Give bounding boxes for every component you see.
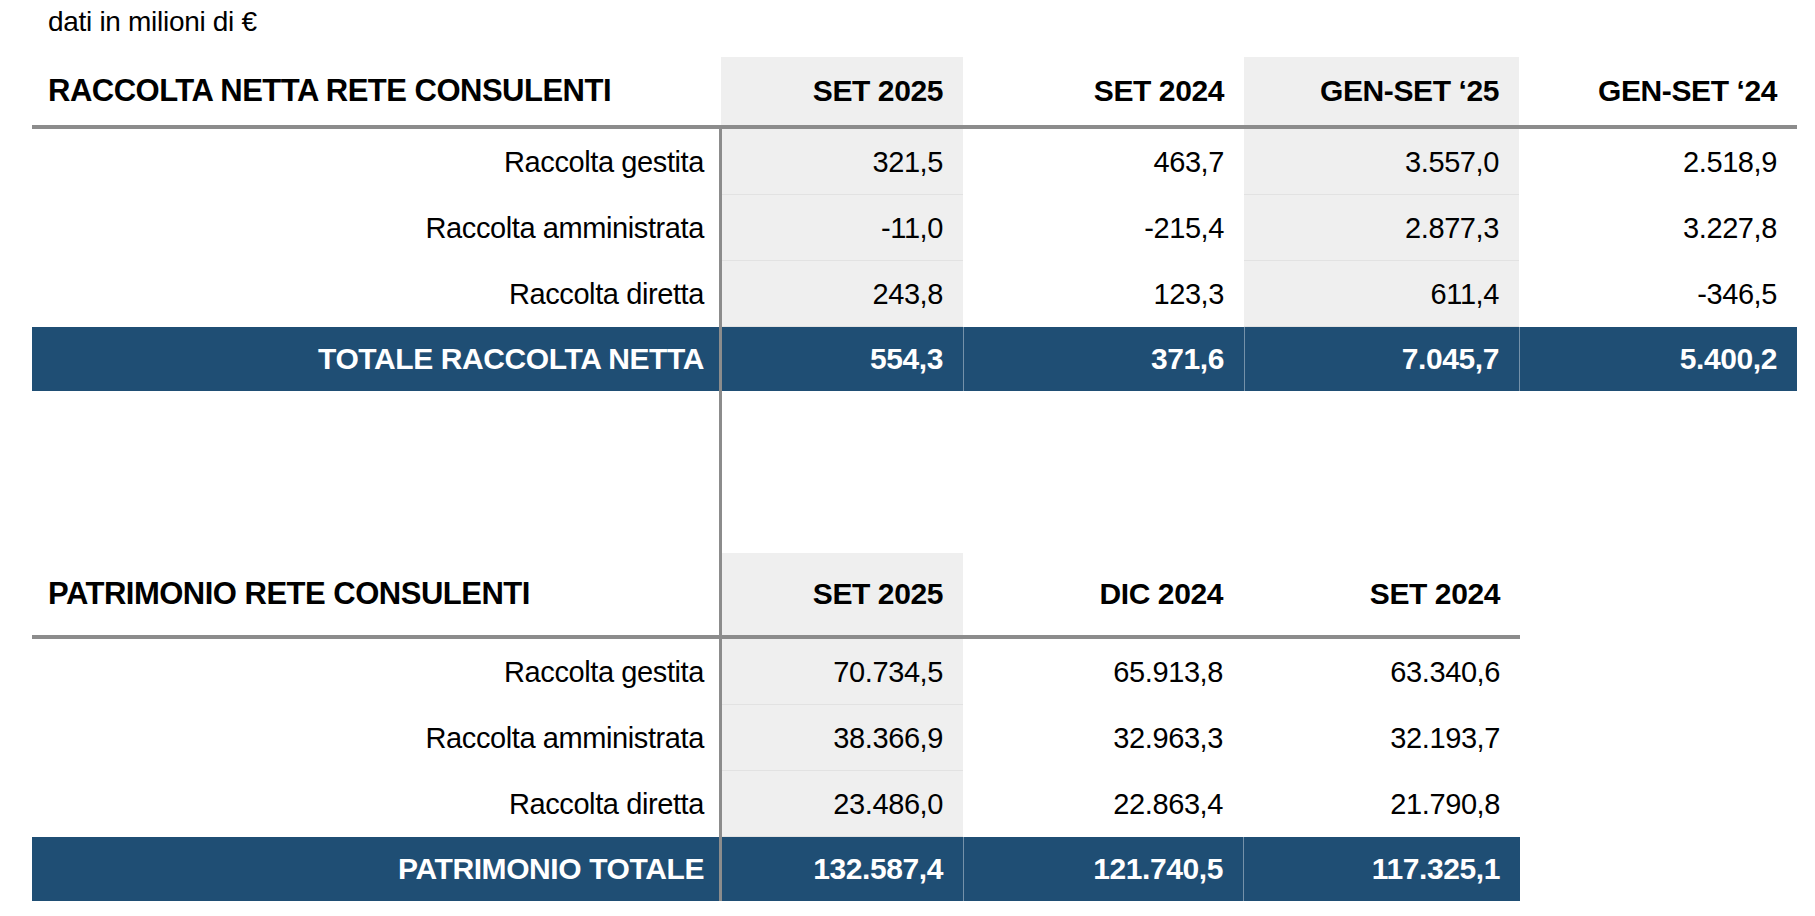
total-cell-value: 7.045,7: [1244, 327, 1519, 391]
total-cell-value: 121.740,5: [963, 837, 1243, 901]
total-cell-value: 132.587,4: [721, 837, 963, 901]
column-header: SET 2025: [721, 553, 963, 639]
column-header: DIC 2024: [963, 553, 1243, 639]
total-row-label: TOTALE RACCOLTA NETTA: [32, 327, 721, 391]
cell-value: 70.734,5: [721, 639, 963, 705]
cell-value: -11,0: [721, 195, 963, 261]
column-divider-line: [719, 129, 722, 901]
raccolta-netta-table: RACCOLTA NETTA RETE CONSULENTI SET 2025 …: [32, 57, 1797, 391]
cell-value: 463,7: [963, 129, 1244, 195]
cell-value: 32.193,7: [1243, 705, 1520, 771]
cell-value: 3.227,8: [1519, 195, 1797, 261]
cell-value: 38.366,9: [721, 705, 963, 771]
column-header: GEN-SET ‘24: [1519, 57, 1797, 129]
cell-value: 21.790,8: [1243, 771, 1520, 837]
cell-value: 243,8: [721, 261, 963, 327]
cell-value: 321,5: [721, 129, 963, 195]
row-label: Raccolta diretta: [32, 771, 721, 837]
cell-value: 2.877,3: [1244, 195, 1519, 261]
cell-value: 123,3: [963, 261, 1244, 327]
units-note: dati in milioni di €: [48, 6, 257, 38]
table-title: RACCOLTA NETTA RETE CONSULENTI: [32, 57, 721, 129]
cell-value: 22.863,4: [963, 771, 1243, 837]
financial-tables-sheet: dati in milioni di € RACCOLTA NETTA RETE…: [0, 0, 1815, 916]
cell-value: 2.518,9: [1519, 129, 1797, 195]
total-cell-value: 5.400,2: [1519, 327, 1797, 391]
total-cell-value: 117.325,1: [1243, 837, 1520, 901]
cell-value: 32.963,3: [963, 705, 1243, 771]
column-header: SET 2025: [721, 57, 963, 129]
row-label: Raccolta gestita: [32, 129, 721, 195]
total-row-label: PATRIMONIO TOTALE: [32, 837, 721, 901]
total-cell-value: 554,3: [721, 327, 963, 391]
cell-value: 3.557,0: [1244, 129, 1519, 195]
patrimonio-table: PATRIMONIO RETE CONSULENTI SET 2025 DIC …: [32, 553, 1520, 901]
row-label: Raccolta gestita: [32, 639, 721, 705]
cell-value: 63.340,6: [1243, 639, 1520, 705]
row-label: Raccolta amministrata: [32, 195, 721, 261]
cell-value: 611,4: [1244, 261, 1519, 327]
cell-value: -215,4: [963, 195, 1244, 261]
cell-value: 23.486,0: [721, 771, 963, 837]
column-header: SET 2024: [963, 57, 1244, 129]
row-label: Raccolta diretta: [32, 261, 721, 327]
total-cell-value: 371,6: [963, 327, 1244, 391]
cell-value: -346,5: [1519, 261, 1797, 327]
table-title: PATRIMONIO RETE CONSULENTI: [32, 553, 721, 639]
cell-value: 65.913,8: [963, 639, 1243, 705]
column-header: SET 2024: [1243, 553, 1520, 639]
column-header: GEN-SET ‘25: [1244, 57, 1519, 129]
row-label: Raccolta amministrata: [32, 705, 721, 771]
